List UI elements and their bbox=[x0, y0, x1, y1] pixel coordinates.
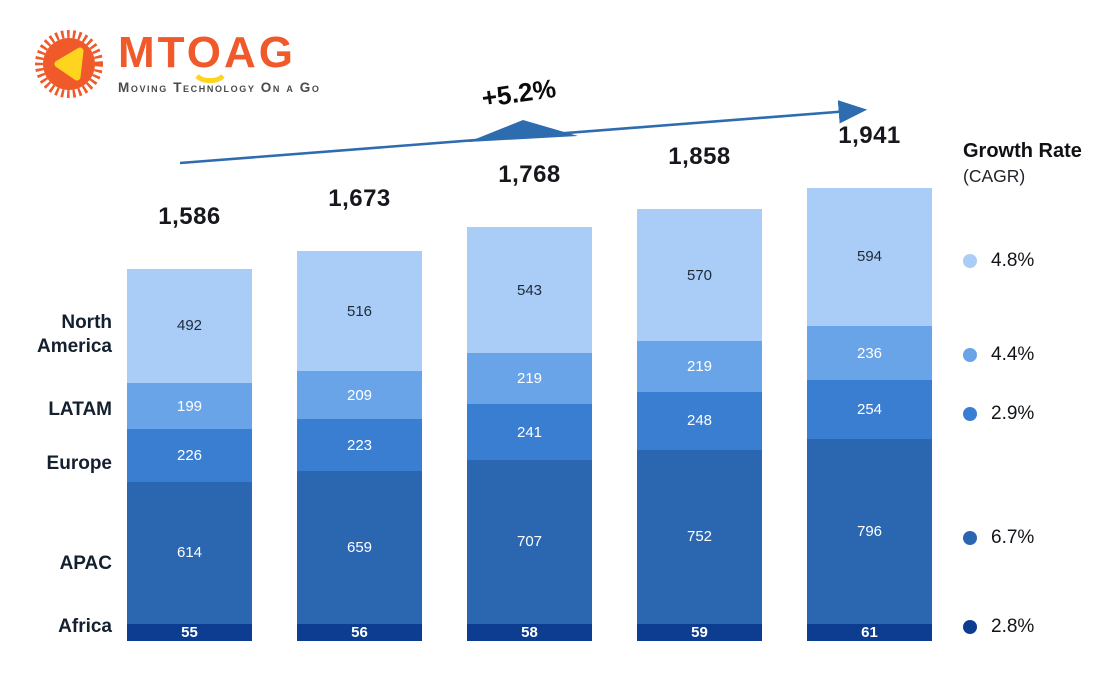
legend-label: 2.9% bbox=[991, 403, 1035, 424]
segment-north-america: 570 bbox=[637, 208, 762, 342]
legend-label: 4.8% bbox=[991, 250, 1035, 271]
bar-stack: 543 219 241 707 58 bbox=[467, 227, 592, 641]
legend-item-north-america: 4.8% bbox=[963, 250, 1034, 272]
segment-value: 219 bbox=[516, 370, 543, 388]
segment-europe: 241 bbox=[467, 404, 592, 460]
segment-north-america: 516 bbox=[297, 251, 422, 371]
segment-value: 61 bbox=[861, 624, 878, 641]
stacked-bar-4: 1,858 570 219 248 752 59 bbox=[637, 143, 762, 641]
segment-value: 752 bbox=[686, 528, 713, 546]
trend-bump-triangle bbox=[468, 120, 578, 142]
trend-growth-label: +5.2% bbox=[480, 73, 558, 113]
segment-value: 492 bbox=[176, 317, 203, 335]
segment-apac: 659 bbox=[297, 471, 422, 624]
segment-europe: 248 bbox=[637, 392, 762, 450]
bar-total-label: 1,768 bbox=[498, 161, 561, 189]
legend-dot-icon bbox=[963, 531, 977, 545]
bar-stack: 492 199 226 614 55 bbox=[127, 268, 252, 641]
logo-o-smile-accent bbox=[190, 57, 230, 83]
segment-value: 209 bbox=[346, 386, 373, 404]
segment-africa: 59 bbox=[637, 624, 762, 641]
segment-value: 254 bbox=[856, 401, 883, 419]
segment-value: 248 bbox=[686, 412, 713, 430]
segment-value: 659 bbox=[346, 539, 373, 557]
segment-north-america: 492 bbox=[127, 268, 252, 383]
segment-north-america: 594 bbox=[807, 187, 932, 326]
segment-value: 55 bbox=[181, 624, 198, 641]
segment-africa: 61 bbox=[807, 624, 932, 641]
legend-dot-icon bbox=[963, 254, 977, 268]
segment-europe: 223 bbox=[297, 419, 422, 472]
segment-value: 56 bbox=[351, 624, 368, 641]
bar-total-label: 1,858 bbox=[668, 142, 731, 170]
legend-title: Growth Rate bbox=[963, 140, 1082, 162]
segment-africa: 56 bbox=[297, 624, 422, 641]
legend-subtitle: (CAGR) bbox=[963, 166, 1026, 186]
segment-value: 594 bbox=[856, 248, 883, 266]
segment-value: 570 bbox=[686, 266, 713, 284]
segment-africa: 55 bbox=[127, 624, 252, 641]
segment-africa: 58 bbox=[467, 624, 592, 641]
segment-apac: 614 bbox=[127, 481, 252, 624]
segment-value: 59 bbox=[691, 624, 708, 641]
legend-item-africa: 2.8% bbox=[963, 616, 1034, 638]
region-label-north-america: North America bbox=[37, 312, 112, 357]
segment-value: 58 bbox=[521, 624, 538, 641]
bar-total-label: 1,673 bbox=[328, 185, 391, 213]
segment-value: 241 bbox=[516, 423, 543, 441]
segment-value: 226 bbox=[176, 446, 203, 464]
legend-dot-icon bbox=[963, 620, 977, 634]
segment-latam: 219 bbox=[637, 341, 762, 393]
logo-tagline: Moving Technology On a Go bbox=[118, 80, 321, 95]
segment-value: 236 bbox=[856, 344, 883, 362]
segment-value: 796 bbox=[856, 523, 883, 541]
legend-dot-icon bbox=[963, 407, 977, 421]
region-label-latam: LATAM bbox=[48, 399, 112, 420]
segment-apac: 707 bbox=[467, 459, 592, 624]
legend-item-apac: 6.7% bbox=[963, 527, 1034, 549]
segment-europe: 226 bbox=[127, 429, 252, 482]
stacked-bar-2: 1,673 516 209 223 659 56 bbox=[297, 185, 422, 641]
bar-total-label: 1,586 bbox=[158, 202, 221, 230]
logo-wordmark-wrap: MTOAG bbox=[118, 31, 321, 83]
segment-europe: 254 bbox=[807, 380, 932, 440]
legend-item-europe: 2.9% bbox=[963, 403, 1034, 425]
bar-total-label: 1,941 bbox=[838, 121, 901, 149]
segment-apac: 796 bbox=[807, 439, 932, 624]
logo-text: MTOAG Moving Technology On a Go bbox=[118, 31, 321, 96]
region-label-africa: Africa bbox=[58, 616, 112, 637]
mtoag-sun-icon bbox=[35, 30, 103, 98]
segment-value: 223 bbox=[346, 436, 373, 454]
segment-north-america: 543 bbox=[467, 227, 592, 354]
legend-dot-icon bbox=[963, 348, 977, 362]
bar-stack: 516 209 223 659 56 bbox=[297, 251, 422, 641]
stacked-bar-5: 1,941 594 236 254 796 61 bbox=[807, 122, 932, 641]
segment-value: 516 bbox=[346, 302, 373, 320]
legend-label: 4.4% bbox=[991, 344, 1035, 365]
segment-value: 219 bbox=[686, 358, 713, 376]
segment-latam: 209 bbox=[297, 370, 422, 420]
segment-value: 543 bbox=[516, 281, 543, 299]
legend-label: 2.8% bbox=[991, 616, 1035, 637]
region-label-europe: Europe bbox=[46, 453, 112, 474]
stacked-bar-1: 1,586 492 199 226 614 55 bbox=[127, 203, 252, 641]
segment-latam: 219 bbox=[467, 353, 592, 405]
region-label-apac: APAC bbox=[59, 553, 112, 574]
legend-item-latam: 4.4% bbox=[963, 344, 1034, 366]
segment-latam: 199 bbox=[127, 382, 252, 430]
mtoag-logo: MTOAG Moving Technology On a Go bbox=[30, 24, 321, 102]
segment-value: 614 bbox=[176, 544, 203, 562]
bar-stack: 570 219 248 752 59 bbox=[637, 208, 762, 641]
legend-label: 6.7% bbox=[991, 527, 1035, 548]
bar-stack: 594 236 254 796 61 bbox=[807, 187, 932, 641]
segment-apac: 752 bbox=[637, 449, 762, 624]
segment-value: 199 bbox=[176, 397, 203, 415]
stacked-bar-3: 1,768 543 219 241 707 58 bbox=[467, 161, 592, 641]
segment-value: 707 bbox=[516, 533, 543, 551]
segment-latam: 236 bbox=[807, 325, 932, 381]
